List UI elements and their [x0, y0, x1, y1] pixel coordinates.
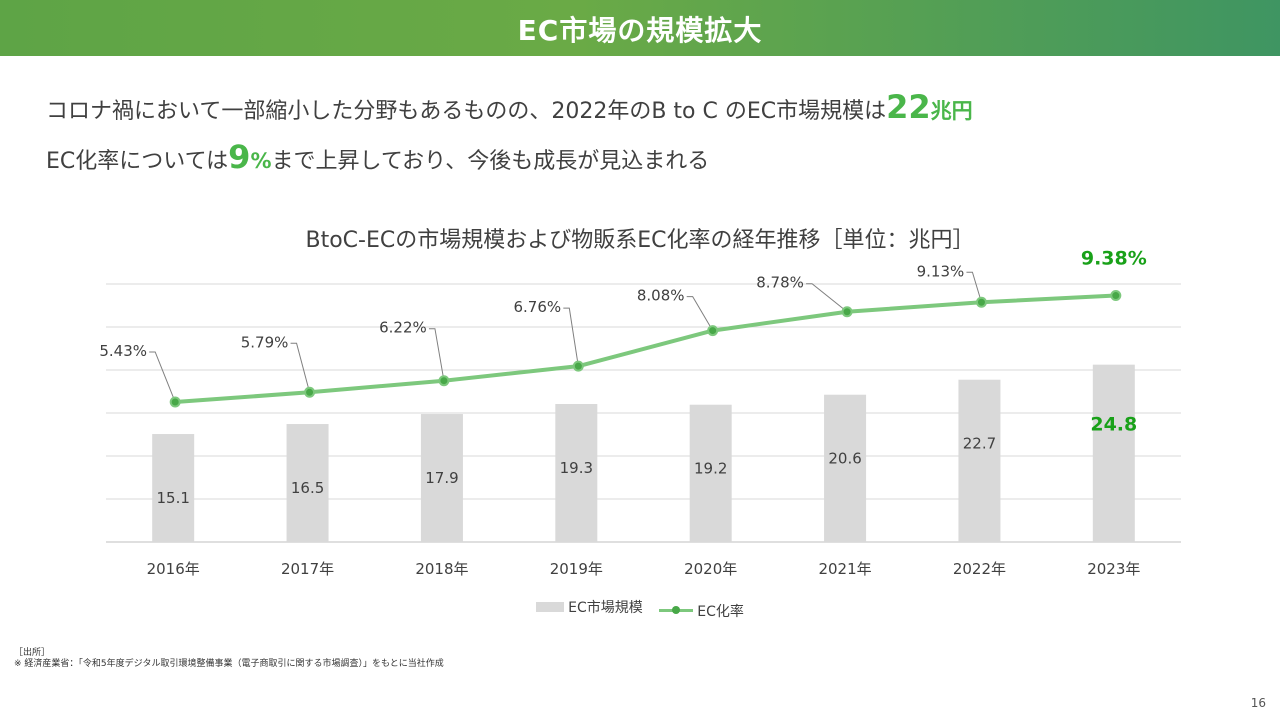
bar-ec-market — [286, 424, 329, 542]
line-value-label: 8.78% — [756, 274, 804, 292]
bar-value-label: 22.7 — [963, 435, 996, 453]
line-value-label: 5.43% — [99, 342, 147, 360]
source-text: ※ 経済産業省：「令和5年度デジタル取引環境整備事業（電子商取引に関する市場調査… — [14, 659, 444, 669]
bar-ec-market — [824, 394, 867, 542]
legend-line-swatch — [659, 606, 694, 614]
line-value-label: 6.22% — [379, 319, 427, 337]
ec-rate-marker — [304, 386, 316, 398]
header-banner: EC市場の規模拡大 — [0, 0, 1280, 56]
bar-ec-market — [420, 414, 463, 542]
ec-rate-marker — [1110, 290, 1122, 302]
leader-line — [686, 296, 714, 331]
ec-rate-marker — [438, 375, 450, 387]
x-axis-tick-label: 2021年 — [818, 560, 871, 578]
x-axis-tick-label: 2020年 — [684, 560, 737, 578]
chart-legend: EC市場規模 EC化率 — [0, 597, 1280, 621]
ec-rate-marker — [169, 396, 181, 408]
ec-rate-marker — [572, 360, 584, 372]
bar-ec-market — [1092, 364, 1135, 542]
lead-line-2: EC化率については9%まで上昇しており、今後も成長が見込まれる — [46, 138, 709, 176]
legend-item-line: EC化率 — [659, 601, 744, 621]
line-value-label: 8.08% — [637, 287, 685, 305]
lead-highlight-market-value: 22 — [886, 88, 931, 126]
lead-highlight-ec-rate-value: 9 — [228, 138, 251, 176]
ec-rate-line — [175, 293, 1116, 404]
page-number: 16 — [1250, 696, 1266, 710]
bar-ec-market — [958, 379, 1001, 542]
leader-line — [428, 328, 445, 381]
ec-rate-marker — [975, 296, 987, 308]
x-axis-tick-label: 2019年 — [550, 560, 603, 578]
legend-item-bar: EC市場規模 — [536, 597, 643, 617]
leader-line — [966, 271, 982, 303]
source-label: ［出所］ — [14, 648, 51, 658]
line-value-label: 9.13% — [917, 262, 965, 280]
page-title: EC市場の規模拡大 — [517, 14, 763, 47]
x-axis-tick-label: 2018年 — [415, 560, 468, 578]
bar-value-label: 19.3 — [560, 459, 593, 477]
lead-line-1-text: コロナ禍において一部縮小した分野もあるものの、2022年のB to C のEC市… — [46, 99, 887, 124]
lead-highlight-market-unit: 兆円 — [930, 99, 973, 123]
bar-value-label: 16.5 — [291, 479, 324, 497]
leader-line — [149, 351, 176, 403]
line-value-label-highlight: 9.38% — [1081, 250, 1147, 270]
lead-line-2-prefix: EC化率については — [46, 149, 229, 174]
leader-line — [290, 342, 311, 393]
bar-value-label: 17.9 — [425, 469, 458, 487]
bar-value-label: 19.2 — [694, 460, 727, 478]
ec-market-chart: 15.1 16.5 17.9 19.3 19.2 20.6 22.7 24.8 5.43% 5.7… — [99, 250, 1181, 578]
x-axis-tick-label: 2023年 — [1087, 560, 1140, 578]
bar-ec-market — [689, 404, 732, 542]
ec-rate-marker — [707, 325, 719, 337]
x-axis-tick-label: 2022年 — [953, 560, 1006, 578]
bar-value-label-highlight: 24.8 — [1090, 414, 1137, 436]
legend-bar-swatch — [536, 602, 565, 612]
line-value-label: 6.76% — [513, 298, 561, 316]
chart-title: BtoC-ECの市場規模および物販系EC化率の経年推移［単位：兆円］ — [305, 228, 975, 253]
lead-highlight-ec-rate-unit: % — [250, 149, 272, 173]
leader-line — [563, 307, 579, 367]
bar-value-label: 20.6 — [828, 450, 861, 468]
ec-rate-marker — [841, 306, 853, 318]
lead-line-1: コロナ禍において一部縮小した分野もあるものの、2022年のB to C のEC市… — [46, 88, 973, 126]
x-axis-tick-label: 2017年 — [281, 560, 334, 578]
x-axis-tick-label: 2016年 — [147, 560, 200, 578]
line-value-label: 5.79% — [241, 333, 289, 351]
leader-line — [806, 283, 848, 313]
bar-ec-market — [555, 404, 598, 542]
bar-value-label: 15.1 — [156, 489, 189, 507]
lead-line-2-suffix: まで上昇しており、今後も成長が見込まれる — [271, 149, 710, 174]
bar-ec-market — [152, 434, 195, 542]
legend-bar-label: EC市場規模 — [568, 600, 643, 616]
legend-line-label: EC化率 — [697, 603, 744, 620]
